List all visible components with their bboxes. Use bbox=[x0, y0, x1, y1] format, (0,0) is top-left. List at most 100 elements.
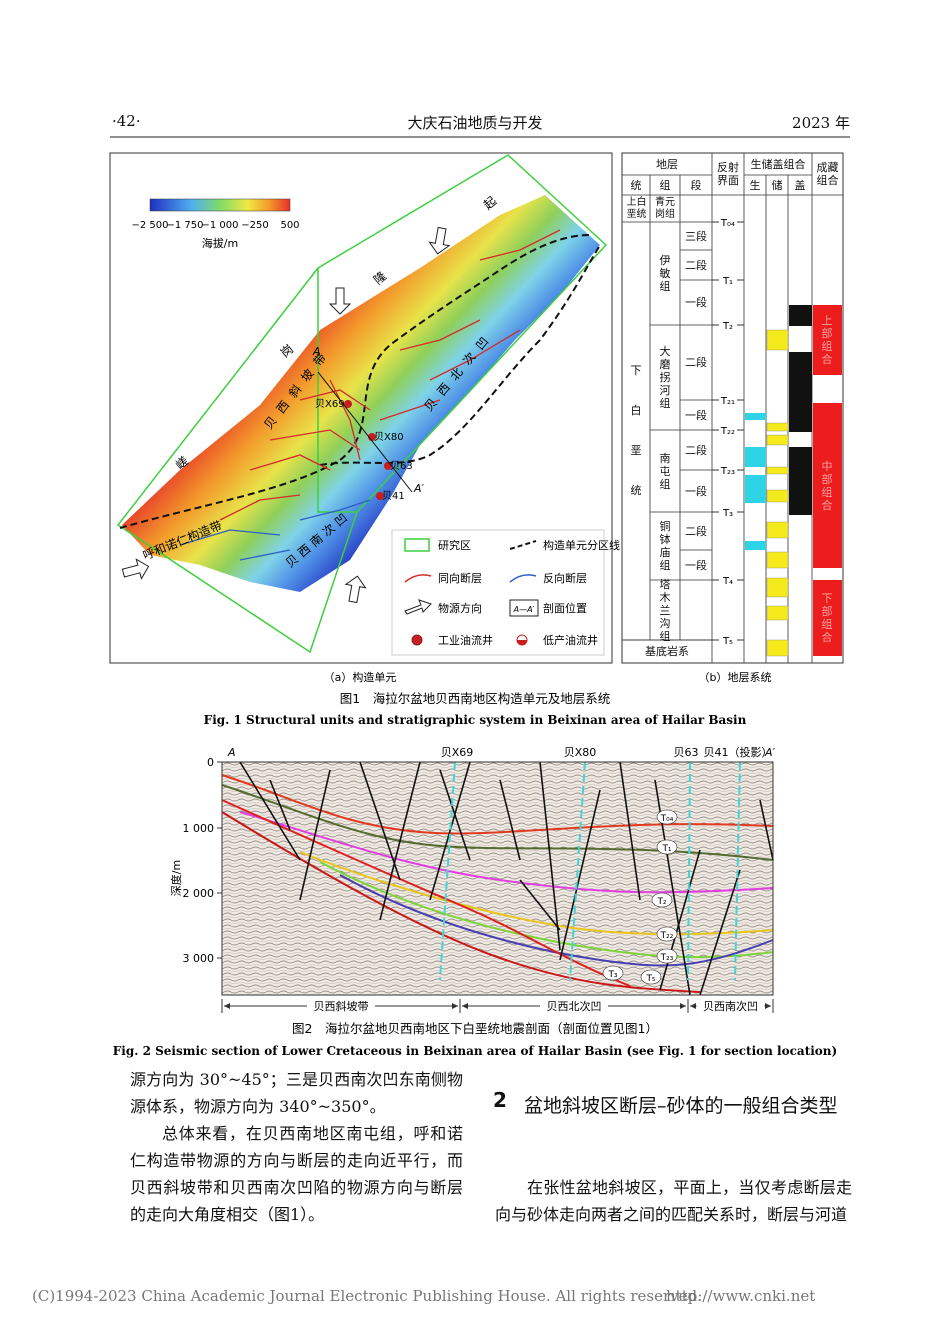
zone-label: 贝西南次凹 bbox=[703, 999, 758, 1013]
table-cell-text: 中部组合 bbox=[821, 459, 833, 512]
fault bbox=[699, 869, 741, 996]
fault-synthetic bbox=[429, 329, 521, 381]
horizon-label: T₂₂ bbox=[660, 931, 674, 941]
horizon-tag bbox=[656, 809, 678, 825]
colorbar bbox=[149, 198, 291, 212]
top-label: 贝X80 bbox=[564, 746, 597, 759]
source-bed bbox=[745, 447, 766, 467]
reservoir-bed bbox=[766, 605, 789, 621]
subcaption: （b）地层系统 bbox=[699, 671, 772, 684]
table-cell-text: 青元岗组 bbox=[655, 196, 675, 220]
reservoir-bed bbox=[766, 489, 789, 503]
legend-label: 低产油流井 bbox=[543, 633, 598, 647]
colorbar-tick: −250 bbox=[241, 220, 268, 231]
table-cell-text: 塔木兰沟组 bbox=[659, 577, 671, 643]
top-label: 贝41（投影） bbox=[704, 745, 773, 759]
reservoir-bed bbox=[766, 639, 789, 657]
fault bbox=[299, 769, 331, 901]
table-cell-text: 三段 bbox=[685, 229, 707, 243]
colorbar-tick: −1 000 bbox=[201, 220, 238, 231]
colorbar-tick: 500 bbox=[280, 220, 299, 231]
figure-caption-en: Fig. 2 Seismic section of Lower Cretaceo… bbox=[113, 1044, 837, 1058]
horizon-label: T₂₃ bbox=[660, 953, 674, 963]
figure-caption-cn: 图2 海拉尔盆地贝西南地区下白垩统地震剖面（剖面位置见图1） bbox=[292, 1021, 658, 1036]
source-arrow bbox=[121, 558, 150, 580]
reflector-label: T₂₃ bbox=[720, 466, 735, 477]
fault bbox=[239, 761, 301, 861]
horizon bbox=[339, 874, 774, 967]
accumulation-combo bbox=[813, 305, 842, 375]
horizon-label: T₂ bbox=[656, 897, 666, 907]
table-cell-text: 一段 bbox=[685, 484, 707, 498]
well bbox=[376, 492, 384, 500]
well-label: 贝X80 bbox=[374, 431, 404, 443]
zone-label-bg bbox=[307, 999, 375, 1013]
elevation-surface bbox=[122, 195, 600, 592]
fault-synthetic bbox=[379, 399, 441, 421]
legend-label: 研究区 bbox=[438, 538, 471, 552]
fault-synthetic bbox=[329, 379, 361, 461]
fault bbox=[659, 849, 701, 991]
table-cell-text: 铜钵庙组 bbox=[659, 520, 671, 572]
table-cell-text: 一段 bbox=[685, 558, 707, 572]
well-label: 贝63 bbox=[390, 460, 413, 472]
table-frame bbox=[621, 152, 844, 664]
paragraph: 在张性盆地斜坡区，平面上，当仅考虑断层走向与砂体走向两者之间的匹配关系时，断层与… bbox=[495, 1178, 852, 1224]
map-label: 隆 bbox=[370, 268, 389, 287]
footer-url: http://www.cnki.net bbox=[666, 1287, 816, 1305]
source-bed bbox=[745, 413, 766, 420]
journal-name: 大庆石油地质与开发 bbox=[407, 114, 543, 132]
top-label: A′ bbox=[764, 746, 776, 759]
source-bed bbox=[745, 475, 766, 503]
zone-label: 贝西斜坡带 bbox=[314, 1000, 369, 1013]
figure-caption-cn: 图1 海拉尔盆地贝西南地区构造单元及地层系统 bbox=[340, 691, 610, 706]
year: 2023 年 bbox=[792, 114, 850, 132]
reflector-label: T₅ bbox=[722, 636, 733, 647]
page-number: ·42· bbox=[112, 112, 141, 130]
fault bbox=[359, 761, 401, 881]
well-track bbox=[439, 761, 456, 981]
fault bbox=[519, 879, 561, 931]
horizon-tag bbox=[656, 926, 678, 942]
horizon bbox=[221, 784, 774, 861]
fault bbox=[269, 779, 291, 831]
colorbar-label: 海拔/m bbox=[202, 236, 238, 250]
axis-tick-label: 1 000 bbox=[183, 822, 215, 835]
section-heading: 盆地斜坡区断层–砂体的一般组合类型 bbox=[524, 1095, 838, 1117]
reservoir-bed bbox=[766, 422, 789, 432]
horizon bbox=[221, 774, 774, 835]
table-cell-text: 下白垩统 bbox=[630, 364, 642, 497]
reservoir-bed bbox=[766, 466, 789, 475]
table-cell-text: 下部组合 bbox=[821, 592, 833, 644]
subcaption: （a）构造单元 bbox=[324, 670, 397, 684]
zone-label: 贝西北次凹 bbox=[547, 999, 602, 1013]
top-label: A bbox=[227, 746, 236, 759]
seal-bed bbox=[789, 447, 812, 515]
table-cell-text: 二段 bbox=[685, 258, 707, 272]
section-frame bbox=[221, 761, 774, 996]
table-cell-text: 上白垩统 bbox=[626, 196, 647, 220]
fault-synthetic bbox=[399, 319, 481, 351]
figure-caption-en: Fig. 1 Structural units and stratigraphi… bbox=[204, 713, 747, 727]
legend-icon bbox=[404, 538, 430, 552]
horizon-label: T₁ bbox=[661, 844, 671, 854]
legend-label: 反向断层 bbox=[543, 571, 587, 585]
fault bbox=[619, 761, 641, 901]
reflector-label: T₁ bbox=[722, 276, 733, 287]
horizon-label: T₀₄ bbox=[660, 814, 674, 824]
well-track bbox=[734, 761, 741, 981]
table-cell-text: 储 bbox=[771, 178, 783, 192]
study-area-inner bbox=[317, 268, 357, 513]
well-label: 贝41 bbox=[382, 490, 405, 502]
table-cell-text: 盖 bbox=[794, 178, 806, 192]
table-cell-text: 组 bbox=[659, 178, 671, 192]
fault-synthetic bbox=[299, 389, 371, 411]
horizon-label: T₅ bbox=[645, 974, 655, 984]
table-cell-text: 反射界面 bbox=[717, 161, 739, 187]
table-cell-text: 生储盖组合 bbox=[750, 157, 806, 171]
legend-icon bbox=[404, 599, 432, 615]
table-cell-text: 统 bbox=[630, 178, 642, 192]
table-cell-text: 段 bbox=[690, 178, 702, 192]
section-end: A bbox=[312, 345, 321, 358]
